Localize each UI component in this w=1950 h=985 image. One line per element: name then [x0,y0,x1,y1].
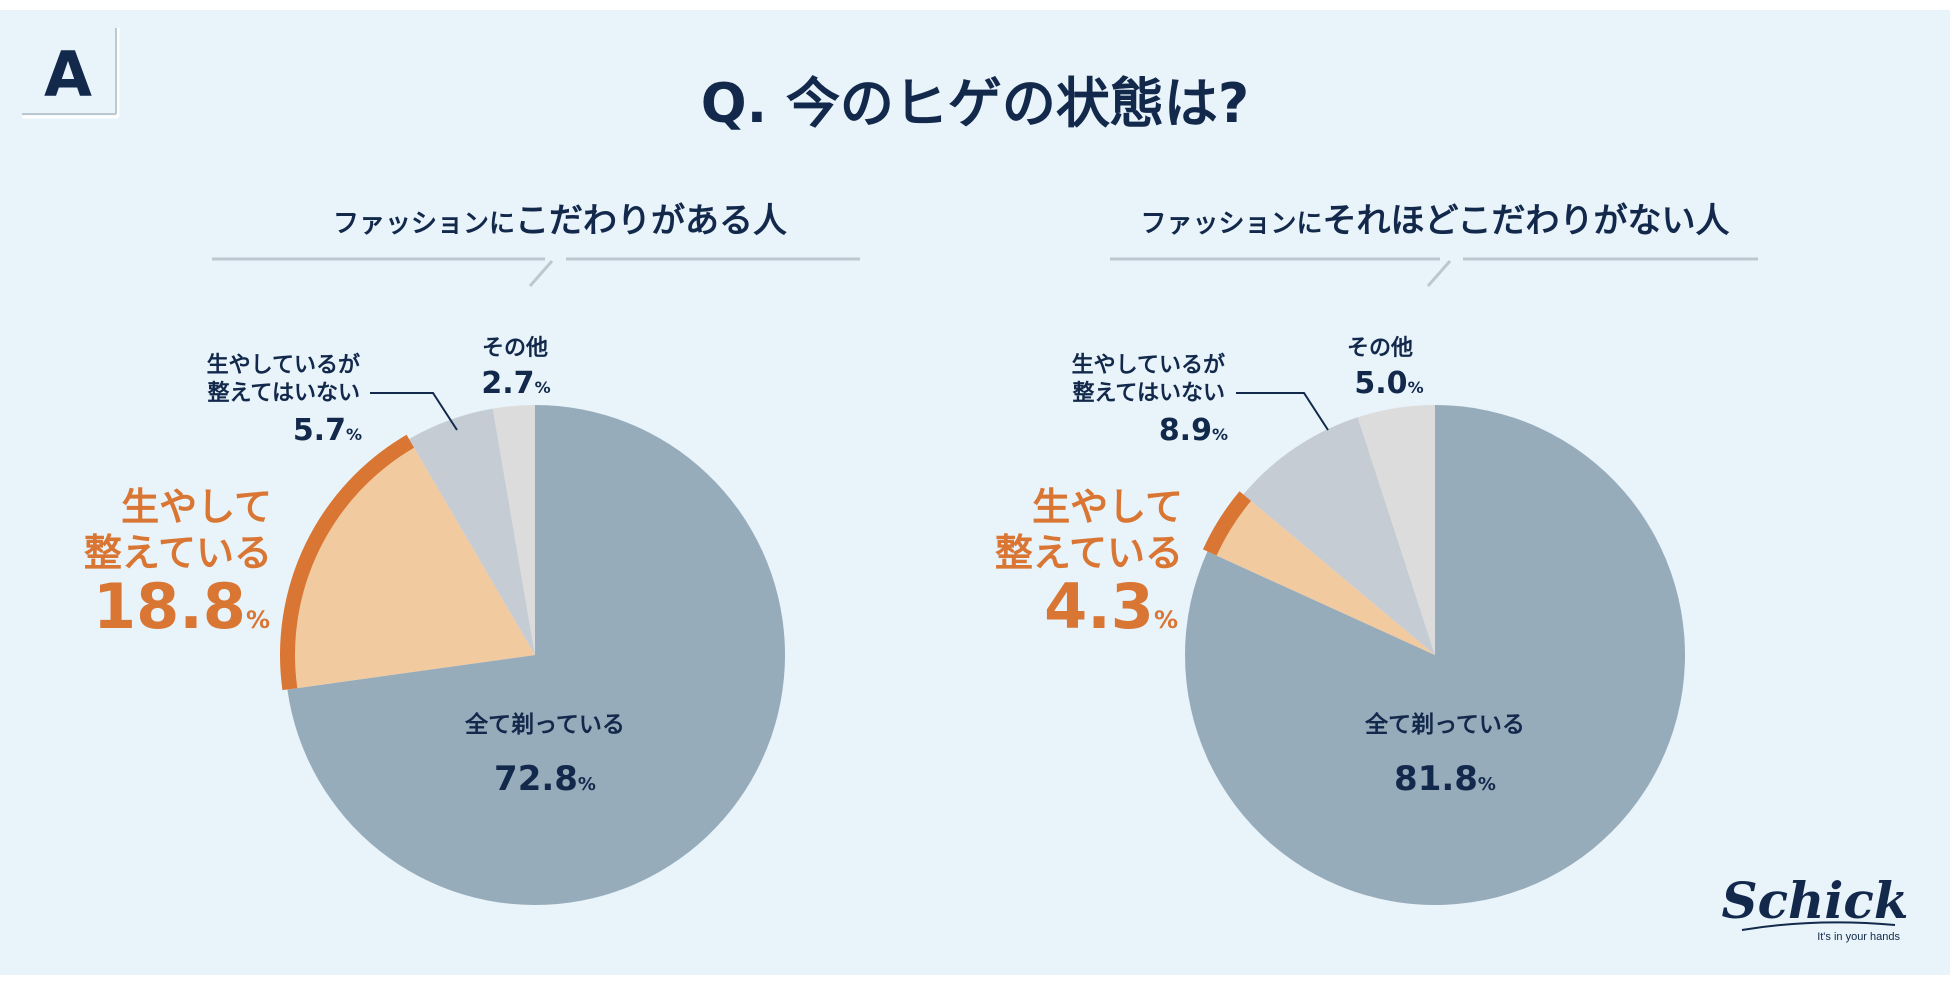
left-chart-title: ファッションにこだわりがある人 [212,201,860,287]
left-groomed-highlight-band [279,434,415,691]
right-ungroomed-label-2: 整えてはいない [1073,380,1225,406]
schick-logo: Schick It's in your hands [1722,871,1909,943]
logo-wordmark: Schick [1722,871,1909,930]
svg-text:72.8%: 72.8% [494,759,596,799]
left-slice-other [492,405,535,655]
left-ungroomed-value: 5.7 [293,413,346,448]
right-other-pct: % [1408,378,1424,397]
left-slice-ungroomed [409,408,535,655]
left-other-pct: % [535,378,551,397]
left-groomed-label-1: 生やして [121,485,272,529]
right-title-emphasis: それほどこだわりがない人 [1323,201,1730,241]
left-other-label: その他 [482,336,548,361]
left-ungroomed-label-1: 生やしているが [207,352,360,378]
pie-chart-right [1184,405,1685,906]
right-ungroomed-label-1: 生やしているが [1072,352,1225,378]
right-ungroomed-value: 8.9 [1159,413,1212,448]
right-ungroomed-leader [1236,392,1329,431]
left-groomed-pct: % [246,606,270,634]
left-slice-shaved [287,405,786,906]
right-groomed-highlight-band [1202,491,1252,556]
right-chart-title: ファッションにそれほどこだわりがない人 [1110,201,1758,287]
left-shaved-value: 72.8 [494,759,578,799]
right-shaved-label: 全て剃っている [1364,711,1525,738]
svg-text:81.8%: 81.8% [1394,759,1496,799]
left-other-value: 2.7 [481,366,534,401]
right-groomed-label-1: 生やして [1032,485,1183,529]
logo-swoosh [1741,921,1896,931]
left-shaved-pct: % [578,774,596,795]
right-title-prefix: ファッションに [1141,209,1323,239]
left-shaved-label: 全て剃っている [464,711,625,738]
left-ungroomed-label-2: 整えてはいない [208,380,360,406]
right-other-value: 5.0 [1354,366,1407,401]
main-title: Q. 今のヒゲの状態は? [701,72,1250,135]
svg-text:18.8%: 18.8% [93,570,270,643]
right-ungroomed-pct: % [1212,425,1228,444]
badge-letter: A [44,38,92,111]
left-groomed-value: 18.8 [93,570,246,643]
left-title-prefix: ファッションに [333,209,515,239]
svg-text:8.9%: 8.9% [1159,413,1228,448]
svg-text:ファッションにこだわりがある人: ファッションにこだわりがある人 [333,201,787,241]
svg-text:4.3%: 4.3% [1044,570,1178,643]
right-slice-ungroomed [1243,417,1435,655]
left-groomed-label-2: 整えている [84,531,272,575]
right-groomed-pct: % [1154,606,1178,634]
logo-tagline: It's in your hands [1817,931,1900,943]
svg-text:2.7%: 2.7% [481,366,550,401]
left-title-emphasis: こだわりがある人 [515,201,787,241]
left-ungroomed-pct: % [346,425,362,444]
right-groomed-label-2: 整えている [995,531,1183,575]
right-other-label: その他 [1347,336,1413,361]
infographic-canvas: A Q. 今のヒゲの状態は? ファッションにこだわりがある人 ファッションにそれ… [0,10,1950,975]
svg-text:5.0%: 5.0% [1354,366,1423,401]
svg-text:ファッションにそれほどこだわりがない人: ファッションにそれほどこだわりがない人 [1141,201,1730,241]
infographic-svg: A Q. 今のヒゲの状態は? ファッションにこだわりがある人 ファッションにそれ… [22,28,1909,943]
right-slice-groomed [1207,494,1435,655]
right-groomed-value: 4.3 [1044,570,1154,643]
right-shaved-value: 81.8 [1394,759,1478,799]
svg-text:5.7%: 5.7% [293,413,362,448]
right-slice-other [1357,405,1435,655]
right-shaved-pct: % [1478,774,1496,795]
badge: A [22,28,120,119]
pie-chart-left [279,405,786,906]
left-ungroomed-leader [370,392,458,431]
